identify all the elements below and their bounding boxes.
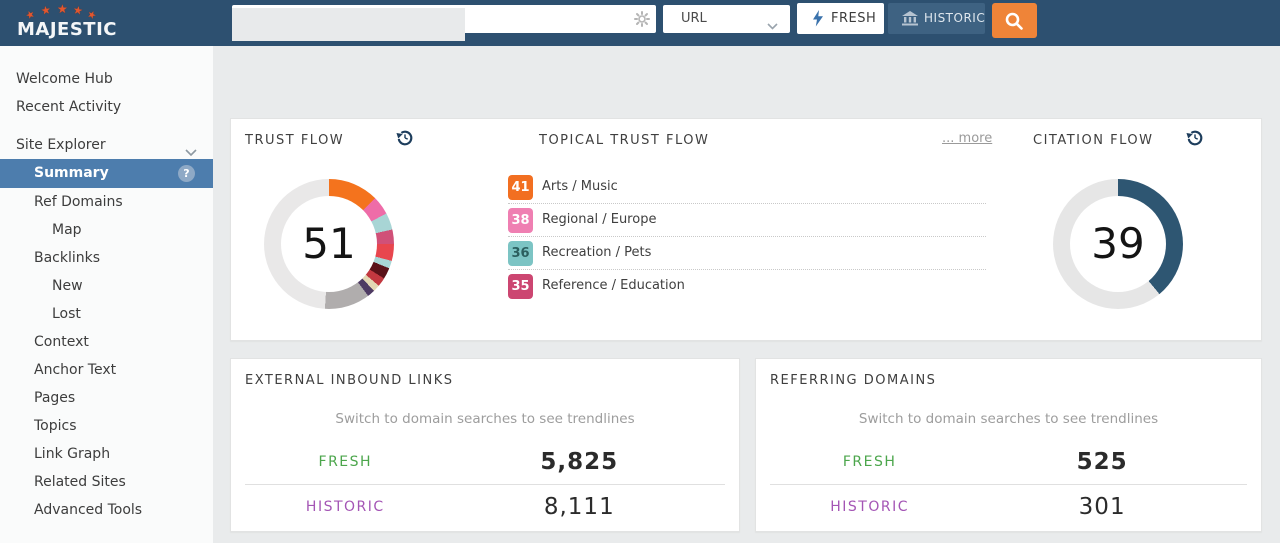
fresh-links-row: FRESH 5,825 <box>231 441 739 483</box>
search-icon <box>1005 12 1023 30</box>
referring-domains-title: REFERRING DOMAINS <box>770 373 937 388</box>
sidebar-item-advanced-tools[interactable]: Advanced Tools <box>0 496 213 524</box>
sidebar-item-label: Context <box>34 334 89 350</box>
top-bar: ★ ★ ★ ★ ★ MAJESTIC <box>0 0 1280 46</box>
chevron-down-icon <box>185 139 197 167</box>
sidebar-item-anchor-text[interactable]: Anchor Text <box>0 356 213 384</box>
topic-score-badge: 36 <box>508 241 533 266</box>
sidebar-nav: Welcome Hub Recent Activity Site Explorer S… <box>0 65 213 524</box>
gear-icon[interactable] <box>634 11 650 27</box>
topic-label: Recreation / Pets <box>542 245 652 260</box>
citation-flow-donut: 39 <box>1053 179 1183 309</box>
topical-trust-flow-list: 41 Arts / Music 38 Regional / Europe 36 Recre… <box>508 171 986 303</box>
topical-trust-flow-title: TOPICAL TRUST FLOW <box>539 133 710 148</box>
fresh-label: FRESH <box>318 454 373 470</box>
sidebar-item-label: Ref Domains <box>34 194 123 210</box>
sidebar-item-related-sites[interactable]: Related Sites <box>0 468 213 496</box>
sidebar-item-recent-activity[interactable]: Recent Activity <box>0 93 213 121</box>
sidebar-item-context[interactable]: Context <box>0 328 213 356</box>
external-inbound-links-card: EXTERNAL INBOUND LINKS Switch to domain … <box>230 358 740 532</box>
sidebar-item-label: Topics <box>34 418 77 434</box>
fresh-domains-row: FRESH 525 <box>756 441 1261 483</box>
flow-metrics-card: TRUST FLOW 51 TOPICAL TRUST FLOW ... mor… <box>230 118 1262 341</box>
more-link[interactable]: ... more <box>942 131 993 146</box>
chevron-down-icon <box>767 15 778 34</box>
sidebar-item-label: Link Graph <box>34 446 111 462</box>
sidebar-item-new[interactable]: New <box>0 272 213 300</box>
sidebar: Welcome Hub Recent Activity Site Explorer S… <box>0 46 213 543</box>
logo-text: MAJESTIC <box>17 19 117 40</box>
fresh-index-button[interactable]: FRESH <box>797 3 884 34</box>
fresh-label: FRESH <box>842 454 897 470</box>
sidebar-item-ref-domains[interactable]: Ref Domains <box>0 188 213 216</box>
trust-flow-history-icon[interactable] <box>396 129 414 147</box>
trendlines-hint: Switch to domain searches to see trendli… <box>335 411 635 427</box>
citation-flow-title: CITATION FLOW <box>1033 133 1154 148</box>
sidebar-item-welcome-hub[interactable]: Welcome Hub <box>0 65 213 93</box>
topical-trust-flow-row[interactable]: 38 Regional / Europe <box>508 204 986 237</box>
citation-flow-value: 39 <box>1091 219 1145 268</box>
trendlines-hint: Switch to domain searches to see trendli… <box>858 411 1159 427</box>
sidebar-item-summary[interactable]: Summary? <box>0 159 213 188</box>
citation-flow-history-icon[interactable] <box>1186 129 1204 147</box>
historic-index-button[interactable]: HISTORIC <box>888 3 985 34</box>
historic-domains-row: HISTORIC 301 <box>756 486 1261 528</box>
historic-links-row: HISTORIC 8,111 <box>231 486 739 528</box>
divider <box>770 484 1247 485</box>
topic-score-badge: 35 <box>508 274 533 299</box>
topical-trust-flow-row[interactable]: 41 Arts / Music <box>508 171 986 204</box>
lightning-icon <box>813 10 823 27</box>
sidebar-item-label: Summary <box>34 165 109 181</box>
sidebar-item-lost[interactable]: Lost <box>0 300 213 328</box>
search-query-redaction <box>232 8 465 41</box>
historic-label: HISTORIC <box>305 499 385 515</box>
historic-domains-value: 301 <box>1078 494 1126 520</box>
external-inbound-links-title: EXTERNAL INBOUND LINKS <box>245 373 454 388</box>
sidebar-item-label: Pages <box>34 390 76 406</box>
historic-button-label: HISTORIC <box>924 11 986 25</box>
sidebar-item-label: Map <box>52 222 82 238</box>
sidebar-item-link-graph[interactable]: Link Graph <box>0 440 213 468</box>
referring-domains-card: REFERRING DOMAINS Switch to domain searc… <box>755 358 1262 532</box>
trust-flow-title: TRUST FLOW <box>245 133 345 148</box>
sidebar-item-label: Lost <box>52 306 81 322</box>
historic-links-value: 8,111 <box>543 494 615 520</box>
majestic-logo[interactable]: ★ ★ ★ ★ ★ MAJESTIC <box>16 2 126 44</box>
trust-flow-value: 51 <box>302 219 356 268</box>
sidebar-item-map[interactable]: Map <box>0 216 213 244</box>
divider <box>245 484 725 485</box>
search-type-select[interactable]: URL <box>663 5 790 33</box>
logo-stars-icon: ★ ★ ★ ★ ★ <box>24 2 98 23</box>
help-icon[interactable]: ? <box>178 165 195 182</box>
bank-icon <box>902 11 918 26</box>
sidebar-item-label: New <box>52 278 83 294</box>
sidebar-item-topics[interactable]: Topics <box>0 412 213 440</box>
sidebar-item-pages[interactable]: Pages <box>0 384 213 412</box>
sidebar-item-label: Anchor Text <box>34 362 117 378</box>
sidebar-item-backlinks[interactable]: Backlinks <box>0 244 213 272</box>
sidebar-item-label: Site Explorer <box>16 137 106 153</box>
trust-flow-donut: 51 <box>264 179 394 309</box>
topic-score-badge: 38 <box>508 208 533 233</box>
topic-score-badge: 41 <box>508 175 533 200</box>
fresh-button-label: FRESH <box>831 11 877 26</box>
fresh-links-value: 5,825 <box>540 449 619 475</box>
topic-label: Arts / Music <box>542 179 618 194</box>
fresh-domains-value: 525 <box>1076 449 1128 475</box>
topic-label: Reference / Education <box>542 278 685 293</box>
sidebar-item-label: Welcome Hub <box>16 71 113 87</box>
sidebar-item-site-explorer[interactable]: Site Explorer <box>0 131 213 159</box>
sidebar-item-label: Related Sites <box>34 474 126 490</box>
topical-trust-flow-row[interactable]: 35 Reference / Education <box>508 270 986 303</box>
topical-trust-flow-row[interactable]: 36 Recreation / Pets <box>508 237 986 270</box>
historic-label: HISTORIC <box>830 499 909 515</box>
search-button[interactable] <box>992 3 1037 38</box>
topic-label: Regional / Europe <box>542 212 657 227</box>
search-type-value: URL <box>681 11 707 26</box>
sidebar-item-label: Backlinks <box>34 250 101 266</box>
sidebar-item-label: Recent Activity <box>16 99 122 115</box>
sidebar-item-label: Advanced Tools <box>34 502 143 518</box>
